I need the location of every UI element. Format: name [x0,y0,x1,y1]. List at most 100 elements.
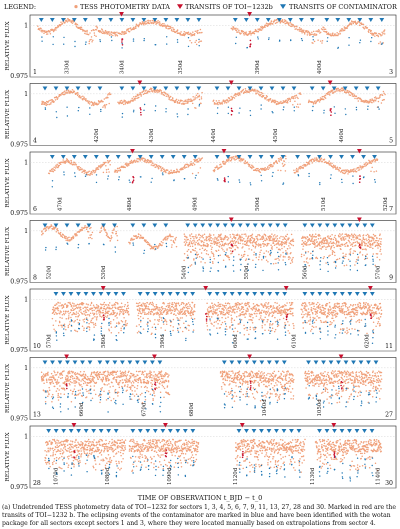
data-point [254,313,256,315]
data-point [106,104,108,106]
data-point [289,101,291,103]
contaminator-point [63,37,64,38]
data-point [290,243,292,245]
data-point [191,308,193,310]
data-point [228,100,230,102]
data-point [246,305,248,307]
data-point [209,238,211,240]
data-point [292,261,294,263]
data-point [209,316,211,318]
legend: LEGEND: TESS PHOTOMETRY DATA TRANSITS OF… [4,3,398,11]
data-point [261,319,263,321]
data-point [130,27,132,29]
data-point [239,93,241,95]
data-point [68,315,70,317]
data-point [106,304,108,306]
data-point [384,94,386,96]
data-point [180,308,182,310]
data-point [159,319,161,321]
data-point [233,27,235,29]
data-point [195,107,197,109]
data-point [185,310,187,312]
data-point [75,330,77,332]
data-point [239,243,241,245]
data-point [225,305,227,307]
data-point [68,302,70,304]
data-point [166,321,168,323]
data-point [139,307,141,309]
data-point [248,334,250,336]
contaminator-point [144,104,145,105]
data-point [91,174,93,176]
data-point [64,22,66,24]
data-point [378,43,380,45]
contaminator-point [255,264,256,265]
data-point [254,33,256,35]
data-point [258,256,260,258]
data-point [164,95,166,97]
data-point [82,313,84,315]
data-point [315,239,317,241]
data-point [138,236,140,238]
data-point [331,238,333,240]
contaminator-point [115,251,116,252]
data-point [213,242,215,244]
data-point [101,304,103,306]
data-point [76,235,78,237]
data-point [259,235,261,237]
contaminator-point [261,104,262,105]
data-point [146,323,148,325]
planet-transit-point [331,111,333,113]
data-point [224,244,226,246]
data-point [175,237,177,239]
data-point [363,249,365,251]
data-point [275,263,277,265]
data-point [75,164,77,166]
panel-frame [30,152,396,214]
data-point [99,232,101,234]
data-point [91,234,93,236]
data-point [186,236,188,238]
data-point [364,100,366,102]
data-point [89,329,91,331]
data-point [127,305,129,307]
contaminator-point [86,319,87,320]
data-point [144,313,146,315]
data-point [205,246,207,248]
contaminator-point [96,174,97,175]
data-point [82,304,84,306]
data-point [320,237,322,239]
data-point [323,237,325,239]
data-point [140,235,142,237]
data-point [286,240,288,242]
data-point [217,323,219,325]
data-point [207,236,209,238]
data-point [364,165,366,167]
data-point [246,258,248,260]
contaminator-point [116,325,117,326]
data-point [65,329,67,331]
data-point [264,27,266,29]
data-point [65,239,67,241]
contaminator-point [108,322,109,323]
data-point [200,235,202,237]
data-point [291,234,293,236]
data-point [82,319,84,321]
contaminator-point [327,257,328,258]
contaminator-point [357,263,358,264]
data-point [56,303,58,305]
data-point [359,25,361,27]
data-point [114,304,116,306]
data-point [319,235,321,237]
data-point [241,319,243,321]
planet-transit-point [330,110,332,112]
data-point [95,170,97,172]
data-point [198,254,200,256]
legend-label-contaminator: TRANSITS OF CONTAMINATOR [289,3,398,11]
data-point [192,173,194,175]
data-point [315,233,317,235]
data-point [296,106,298,108]
data-point [191,310,193,312]
data-point [168,306,170,308]
data-point [239,315,241,317]
